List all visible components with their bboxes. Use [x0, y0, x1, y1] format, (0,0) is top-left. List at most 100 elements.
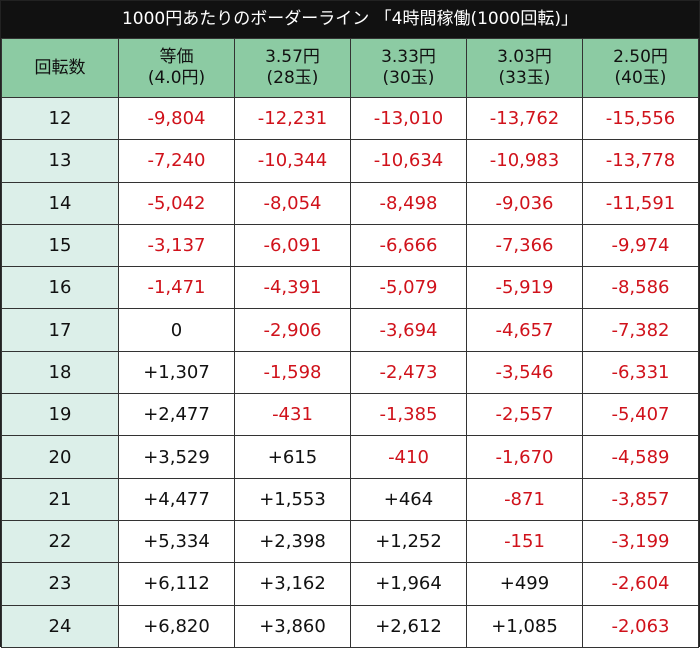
table-row: 17 0 -2,906 -3,694 -4,657 -7,382	[1, 308, 699, 352]
value-cell: -1,670	[466, 435, 583, 479]
value-cell: -3,546	[466, 350, 583, 395]
value-cell: -2,473	[350, 350, 467, 395]
spin-count-cell: 23	[1, 562, 119, 606]
header-text: 2.50円	[613, 47, 668, 67]
value-cell: +5,334	[118, 519, 235, 564]
value-cell: -3,137	[118, 223, 235, 268]
value-cell: +464	[350, 477, 467, 521]
table-body: 12 -9,804 -12,231 -13,010 -13,762 -15,556 13 -7…	[1, 96, 699, 648]
spin-count-cell: 24	[1, 604, 119, 648]
table-row: 12 -9,804 -12,231 -13,010 -13,762 -15,556	[1, 96, 699, 141]
value-cell: +2,398	[234, 519, 351, 564]
table-row: 21 +4,477 +1,553 +464 -871 -3,857	[1, 477, 699, 521]
value-cell: -9,974	[582, 223, 699, 268]
table-row: 22 +5,334 +2,398 +1,252 -151 -3,199	[1, 519, 699, 564]
spin-count-cell: 21	[1, 477, 119, 521]
value-cell: -2,906	[234, 308, 351, 352]
table-row: 15 -3,137 -6,091 -6,666 -7,366 -9,974	[1, 223, 699, 268]
value-cell: -4,589	[582, 435, 699, 479]
header-text: (30玉)	[382, 68, 435, 88]
value-cell: +1,964	[350, 562, 467, 606]
border-table: 回転数 等価 (4.0円) 3.57円 (28玉) 3.33円 (30玉) 3.03円 (33玉…	[1, 38, 699, 648]
value-cell: -13,778	[582, 139, 699, 183]
table-row: 23 +6,112 +3,162 +1,964 +499 -2,604	[1, 562, 699, 606]
value-cell: +3,529	[118, 435, 235, 479]
value-cell: -2,063	[582, 604, 699, 648]
spin-count-cell: 19	[1, 393, 119, 437]
value-cell: -8,054	[234, 181, 351, 225]
value-cell: -5,919	[466, 266, 583, 310]
header-text: (33玉)	[498, 68, 551, 88]
header-cell: 3.57円 (28玉)	[234, 38, 351, 98]
value-cell: -13,762	[466, 96, 583, 141]
value-cell: -1,598	[234, 350, 351, 395]
value-cell: -5,042	[118, 181, 235, 225]
value-cell: +1,307	[118, 350, 235, 395]
value-cell: -2,604	[582, 562, 699, 606]
header-text: 3.03円	[497, 47, 552, 67]
value-cell: -871	[466, 477, 583, 521]
value-cell: -431	[234, 393, 351, 437]
header-text: (40玉)	[614, 68, 667, 88]
value-cell: -7,366	[466, 223, 583, 268]
value-cell: -3,694	[350, 308, 467, 352]
header-text: 3.33円	[381, 47, 436, 67]
value-cell: 0	[118, 308, 235, 352]
value-cell: -13,010	[350, 96, 467, 141]
header-cell: 2.50円 (40玉)	[582, 38, 699, 98]
value-cell: -8,498	[350, 181, 467, 225]
title-bar: 1000円あたりのボーダーライン 「4時間稼働(1000回転)」	[1, 1, 699, 38]
value-cell: -8,586	[582, 266, 699, 310]
spin-count-cell: 15	[1, 223, 119, 268]
spin-count-cell: 16	[1, 266, 119, 310]
spin-count-cell: 18	[1, 350, 119, 395]
spin-count-cell: 17	[1, 308, 119, 352]
value-cell: +615	[234, 435, 351, 479]
value-cell: -12,231	[234, 96, 351, 141]
header-cell: 等価 (4.0円)	[118, 38, 235, 98]
table-row: 24 +6,820 +3,860 +2,612 +1,085 -2,063	[1, 604, 699, 648]
value-cell: -6,331	[582, 350, 699, 395]
header-text: 等価	[159, 47, 194, 67]
value-cell: -6,666	[350, 223, 467, 268]
value-cell: -9,804	[118, 96, 235, 141]
header-text: 3.57円	[265, 47, 320, 67]
value-cell: +6,112	[118, 562, 235, 606]
value-cell: +499	[466, 562, 583, 606]
value-cell: -4,391	[234, 266, 351, 310]
header-text: (28玉)	[266, 68, 319, 88]
spin-count-cell: 20	[1, 435, 119, 479]
value-cell: +1,085	[466, 604, 583, 648]
spin-count-cell: 12	[1, 96, 119, 141]
table-row: 18 +1,307 -1,598 -2,473 -3,546 -6,331	[1, 350, 699, 395]
value-cell: -10,983	[466, 139, 583, 183]
value-cell: +4,477	[118, 477, 235, 521]
table-row: 20 +3,529 +615 -410 -1,670 -4,589	[1, 435, 699, 479]
value-cell: -7,382	[582, 308, 699, 352]
value-cell: -6,091	[234, 223, 351, 268]
value-cell: -10,634	[350, 139, 467, 183]
header-cell: 3.33円 (30玉)	[350, 38, 467, 98]
value-cell: -5,407	[582, 393, 699, 437]
value-cell: -3,199	[582, 519, 699, 564]
table-row: 13 -7,240 -10,344 -10,634 -10,983 -13,778	[1, 139, 699, 183]
table-row: 14 -5,042 -8,054 -8,498 -9,036 -11,591	[1, 181, 699, 225]
value-cell: -151	[466, 519, 583, 564]
value-cell: -1,471	[118, 266, 235, 310]
value-cell: +2,612	[350, 604, 467, 648]
value-cell: -5,079	[350, 266, 467, 310]
value-cell: -4,657	[466, 308, 583, 352]
value-cell: +3,860	[234, 604, 351, 648]
value-cell: -1,385	[350, 393, 467, 437]
value-cell: -3,857	[582, 477, 699, 521]
value-cell: +1,553	[234, 477, 351, 521]
table-row: 16 -1,471 -4,391 -5,079 -5,919 -8,586	[1, 266, 699, 310]
value-cell: -11,591	[582, 181, 699, 225]
header-text: 回転数	[34, 57, 86, 78]
value-cell: +2,477	[118, 393, 235, 437]
header-cell: 回転数	[1, 38, 119, 98]
value-cell: +6,820	[118, 604, 235, 648]
value-cell: -15,556	[582, 96, 699, 141]
header-cell: 3.03円 (33玉)	[466, 38, 583, 98]
